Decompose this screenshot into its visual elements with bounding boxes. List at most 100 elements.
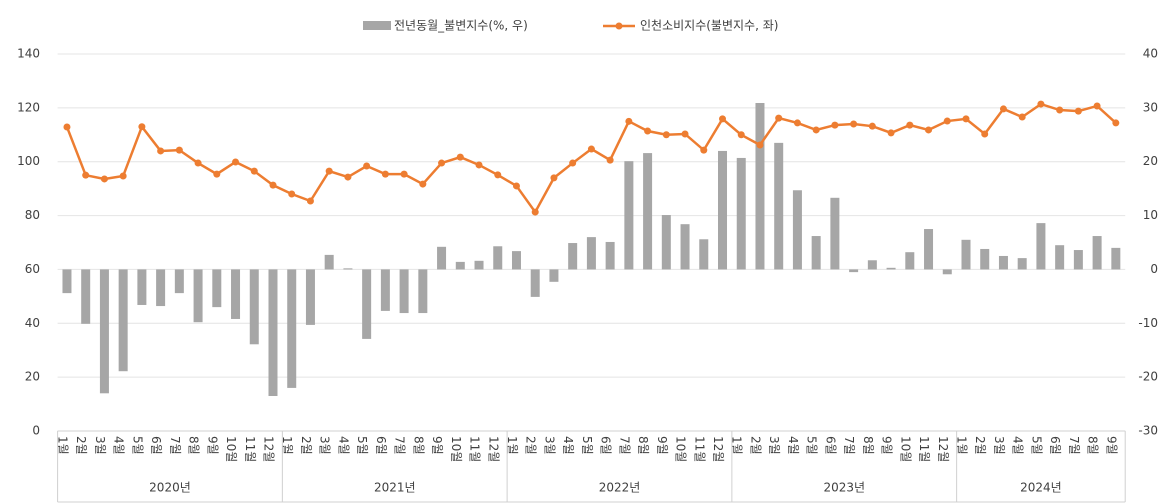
line-marker [512,182,520,190]
bar [549,269,559,282]
x-tick-label: 4월 [1011,436,1025,455]
x-tick-label: 5월 [1029,436,1043,455]
y-tick-label: 80 [25,208,40,222]
bar [399,269,409,314]
line-marker [213,170,221,178]
bar [118,269,128,372]
bar [942,269,952,275]
bar [193,269,203,323]
bar [343,268,353,270]
line-marker [63,123,71,131]
line-marker [775,114,783,122]
x-tick-label: 6월 [599,436,613,455]
line-marker [1093,102,1101,110]
bar [736,157,746,270]
y-tick-label: 60 [25,262,40,276]
year-label: 2021년 [374,481,416,495]
bar [1036,223,1046,270]
line-marker [381,170,389,178]
x-tick-label: 3월 [318,436,332,455]
x-tick-label: 1월 [55,436,69,455]
x-tick-label: 2월 [74,436,88,455]
year-label: 2024년 [1020,481,1062,495]
line-marker [250,167,258,175]
bar [699,239,709,270]
bar [493,246,503,270]
line-marker [662,131,670,139]
x-tick-label: 6월 [374,436,388,455]
line-marker [494,171,502,179]
line-marker [1056,106,1064,114]
x-tick-label: 7월 [1067,436,1081,455]
x-tick-label: 3월 [542,436,556,455]
x-tick-label: 5월 [580,436,594,455]
line-marker [475,161,483,169]
x-tick-label: 4월 [786,436,800,455]
line-marker [962,115,970,123]
line-marker [175,146,183,154]
line-marker [456,153,464,161]
x-tick-label: 12월 [936,436,950,462]
x-tick-label: 8월 [187,436,201,455]
x-tick-label: 9월 [655,436,669,455]
bar [437,246,447,270]
bar [1017,258,1027,270]
y2-tick-label: 30 [1143,100,1158,114]
line-marker [906,121,914,129]
x-tick-label: 7월 [393,436,407,455]
x-tick-label: 6월 [823,436,837,455]
line-marker [981,130,989,138]
bar [849,269,859,273]
line-marker [288,190,296,198]
line-marker [1074,107,1082,115]
x-tick-label: 3월 [767,436,781,455]
x-tick-label: 4월 [561,436,575,455]
line-marker [700,146,708,154]
line-marker [587,145,595,153]
line-marker [943,117,951,125]
year-label: 2020년 [149,481,191,495]
line-marker [550,174,558,182]
bar [1073,250,1083,270]
bar [924,229,934,270]
bar [605,241,615,270]
line-marker [363,162,371,170]
line-marker [400,170,408,178]
x-tick-label: 12월 [711,436,725,462]
x-tick-label: 12월 [261,436,275,462]
line-marker [157,147,165,155]
x-tick-label: 1월 [730,436,744,455]
y2-tick-label: -30 [1138,424,1158,438]
y2-tick-label: -20 [1138,370,1158,384]
y-tick-label: 120 [17,100,40,114]
y-tick-label: 20 [25,370,40,384]
bar [961,239,971,270]
y2-tick-label: 40 [1143,47,1158,61]
line-marker [325,167,333,175]
bar [268,269,278,396]
bar [830,197,840,270]
x-tick-label: 11월 [243,436,257,462]
bar [998,255,1008,270]
x-tick-label: 12월 [486,436,500,462]
bar [661,215,671,270]
bar [474,260,484,270]
line-marker [269,181,277,189]
x-tick-label: 9월 [880,436,894,455]
line-marker [831,121,839,129]
x-tick-label: 1월 [280,436,294,455]
bar [418,269,428,314]
x-tick-label: 6월 [149,436,163,455]
line-marker [82,171,90,179]
bar [249,269,259,345]
line-marker [606,156,614,164]
line-marker [119,172,127,180]
bar [455,261,465,270]
bar [380,269,390,311]
line-marker [793,119,801,127]
line-marker [569,159,577,167]
line-marker [719,115,727,123]
x-tick-label: 3월 [93,436,107,455]
bar [643,153,653,270]
bar [81,269,91,324]
